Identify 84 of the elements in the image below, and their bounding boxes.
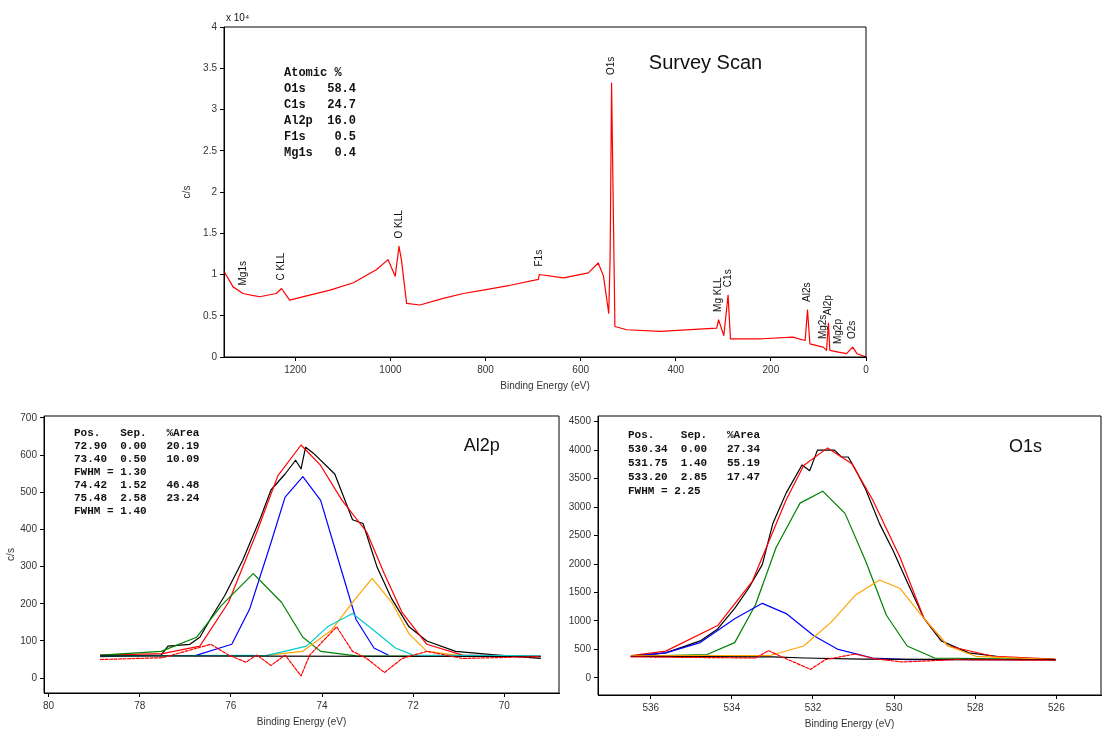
y-tick-label: 700 [20, 411, 38, 423]
y-axis-title: c/s [4, 548, 16, 561]
x-tick-label: 526 [1048, 701, 1066, 713]
annotation: 531.75 1.40 55.19 [628, 457, 761, 470]
annotation: 72.90 0.00 20.19 [74, 440, 200, 453]
annotation: Mg1s [236, 261, 248, 286]
y-tick-label: 500 [20, 485, 38, 497]
annotation: O1s [605, 56, 617, 76]
x-tick-label: 1200 [284, 363, 307, 375]
x-tick-label: 536 [642, 701, 660, 713]
y-axis-title: c/s [180, 185, 192, 199]
y-tick-label: 3000 [568, 500, 592, 512]
x-tick-label: 78 [134, 699, 146, 711]
annotation: 73.40 0.50 10.09 [74, 453, 200, 466]
annotation: 530.34 0.00 27.34 [628, 443, 761, 456]
x-tick-label: 1000 [379, 363, 402, 375]
y-tick-label: 300 [20, 560, 38, 572]
y-tick-label: 4500 [568, 415, 592, 427]
annotation: Pos. Sep. %Area [628, 429, 761, 442]
y-tick-label: 600 [20, 448, 38, 460]
x-axis-title: Binding Energy (eV) [804, 717, 895, 729]
y-tick-label: 200 [20, 597, 38, 609]
y-tick-label: 0.5 [203, 309, 218, 321]
annotation: F1s 0.5 [284, 130, 357, 145]
annotation: C1s 24.7 [284, 98, 357, 113]
annotation: Al2p 16.0 [284, 114, 357, 129]
x-tick-label: 200 [762, 363, 780, 375]
annotation: Mg2s [816, 314, 828, 340]
annotation: 74.42 1.52 46.48 [74, 479, 200, 492]
annotation: F1s [533, 249, 545, 267]
annotation: 75.48 2.58 23.24 [74, 492, 200, 505]
y-tick-label: 3500 [568, 472, 592, 484]
x-tick-label: 528 [966, 701, 985, 713]
annotation: O2s [846, 320, 858, 340]
y-tick-label: 100 [20, 634, 38, 646]
annotation: Pos. Sep. %Area [74, 427, 200, 440]
annotation: C KLL [275, 252, 287, 281]
annotation: Atomic % [284, 66, 343, 81]
x-axis-title: Binding Energy (eV) [256, 715, 347, 727]
annotation: O1s 58.4 [284, 82, 357, 97]
text: Al2p [463, 435, 500, 456]
y-tick-label: 0 [31, 671, 38, 683]
annotation: Mg2p [832, 318, 844, 345]
annotation: 533.20 2.85 17.47 [628, 471, 761, 484]
x-tick-label: 0 [863, 363, 870, 375]
y-tick-label: 3 [211, 103, 218, 115]
y-tick-label: 2500 [568, 529, 592, 541]
x-tick-label: 80 [43, 699, 55, 711]
x-tick-label: 70 [498, 699, 511, 711]
y-tick-label: 4000 [568, 443, 592, 455]
y-tick-label: 2.5 [203, 144, 218, 156]
annotation: Al2s [801, 282, 813, 302]
x-tick-label: 530 [885, 701, 903, 713]
x-tick-label: 532 [804, 701, 822, 713]
annotation: O KLL [392, 209, 404, 239]
y-tick-label: 1.5 [203, 227, 218, 238]
y-tick-label: 0 [585, 671, 592, 683]
text: Survey Scan [648, 50, 763, 73]
annotation: C1s [721, 269, 733, 288]
x-tick-label: 400 [667, 363, 685, 375]
y-tick-label: 1 [211, 268, 218, 280]
text: O1s [1009, 435, 1043, 456]
annotation: FWHM = 2.25 [628, 485, 702, 498]
y-tick-label: 2 [211, 185, 218, 197]
y-tick-label: 4 [211, 20, 218, 32]
x-tick-label: 800 [477, 363, 495, 375]
annotation: Mg KLL [712, 276, 724, 312]
y-tick-label: 2000 [568, 557, 592, 569]
y-tick-label: 1500 [568, 586, 592, 598]
annotation: FWHM = 1.40 [74, 505, 147, 518]
y-tick-label: 400 [20, 523, 38, 535]
annotation: Al2p [822, 294, 834, 316]
y-tick-label: 3.5 [203, 62, 218, 73]
x-axis-title: Binding Energy (eV) [500, 379, 590, 391]
x-tick-label: 76 [225, 699, 237, 711]
x-tick-label: 534 [723, 701, 741, 713]
text: x 10⁴ [226, 11, 250, 23]
annotation: FWHM = 1.30 [74, 466, 147, 479]
x-tick-label: 72 [407, 699, 420, 711]
y-tick-label: 0 [211, 350, 218, 362]
y-tick-label: 500 [574, 643, 592, 655]
x-tick-label: 74 [316, 699, 329, 711]
y-tick-label: 1000 [568, 614, 592, 626]
annotation: Mg1s 0.4 [284, 146, 357, 161]
